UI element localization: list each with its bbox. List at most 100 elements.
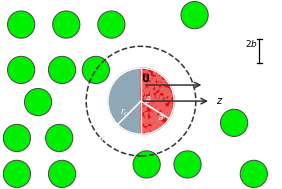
Circle shape [151,129,153,131]
Text: $z$: $z$ [216,96,223,106]
Circle shape [154,77,156,79]
Circle shape [145,92,147,94]
Circle shape [153,116,155,118]
Circle shape [146,101,147,103]
Circle shape [155,103,157,105]
Circle shape [142,110,144,112]
Circle shape [142,84,144,86]
Circle shape [149,106,151,108]
Circle shape [170,95,171,97]
Circle shape [160,99,162,101]
Circle shape [148,82,150,84]
Circle shape [142,94,143,95]
Circle shape [158,78,160,80]
Circle shape [140,120,142,122]
Circle shape [142,74,143,76]
Circle shape [148,74,150,76]
Circle shape [161,123,163,125]
Circle shape [160,76,162,78]
Circle shape [153,109,154,111]
Circle shape [161,104,163,106]
Circle shape [154,102,156,104]
Circle shape [150,121,152,123]
Circle shape [140,84,142,86]
Circle shape [154,120,156,122]
Text: $\theta$: $\theta$ [145,94,151,105]
Circle shape [147,75,149,77]
Circle shape [154,79,156,81]
Circle shape [140,111,142,113]
Circle shape [157,121,158,122]
Circle shape [151,80,153,82]
Circle shape [151,119,153,121]
Circle shape [149,105,151,107]
Circle shape [153,73,155,74]
Circle shape [166,91,168,93]
Circle shape [145,80,147,82]
Circle shape [155,118,157,120]
Circle shape [157,122,159,124]
Circle shape [154,102,156,104]
Circle shape [140,122,142,124]
Circle shape [221,109,248,136]
Circle shape [149,98,151,100]
Circle shape [144,113,146,115]
Circle shape [164,81,166,82]
Circle shape [144,82,145,84]
Circle shape [146,70,148,72]
Circle shape [155,126,157,128]
Circle shape [141,70,143,72]
Circle shape [155,99,157,101]
Circle shape [159,99,161,101]
Circle shape [145,108,147,110]
Circle shape [143,119,145,120]
Circle shape [140,75,142,77]
Circle shape [143,108,145,109]
Circle shape [146,105,147,107]
Text: $\mathbf{U}$: $\mathbf{U}$ [141,72,150,84]
Circle shape [150,103,152,105]
Circle shape [167,109,169,111]
Circle shape [150,114,152,116]
Circle shape [162,83,164,85]
Circle shape [156,85,157,87]
Circle shape [155,128,157,129]
Circle shape [3,124,30,152]
Circle shape [149,86,151,88]
Circle shape [167,117,169,119]
Circle shape [159,103,161,105]
Circle shape [145,124,147,125]
Circle shape [181,2,208,29]
Circle shape [164,91,165,92]
Circle shape [169,110,171,112]
Circle shape [3,160,30,187]
Circle shape [144,104,146,106]
Circle shape [145,104,147,106]
Circle shape [160,96,162,98]
Circle shape [140,97,142,98]
Circle shape [151,113,153,115]
Circle shape [147,130,149,132]
Circle shape [163,87,165,89]
Circle shape [150,84,152,86]
Circle shape [162,123,164,125]
Circle shape [161,101,163,103]
Circle shape [163,83,165,85]
Circle shape [142,87,144,89]
Circle shape [156,95,158,97]
Circle shape [170,95,172,97]
Circle shape [164,107,165,108]
Circle shape [25,88,52,116]
Circle shape [168,108,170,109]
Circle shape [152,96,154,98]
Circle shape [82,56,109,84]
Circle shape [155,124,157,126]
Circle shape [150,119,152,121]
Circle shape [133,151,160,178]
Circle shape [149,84,151,86]
Circle shape [162,102,164,104]
Text: $r_c$: $r_c$ [120,106,129,118]
Circle shape [143,120,145,122]
Circle shape [144,89,146,91]
Polygon shape [141,68,174,134]
